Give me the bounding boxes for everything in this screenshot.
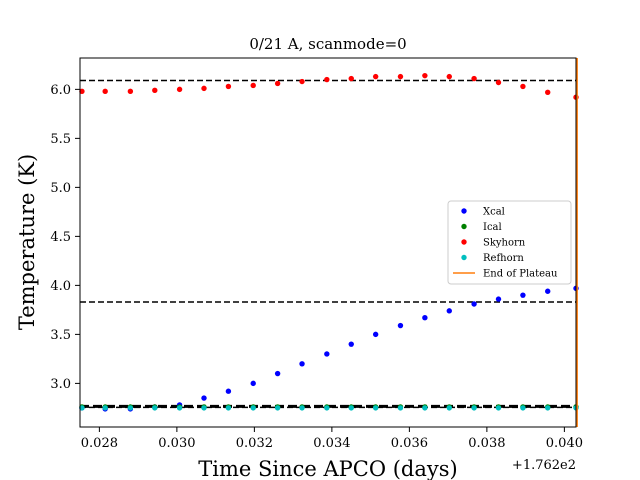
point-skyhorn-1 (102, 88, 108, 95)
x-tick-label-0: 0.028 (81, 436, 118, 451)
point-refhorn-1 (102, 405, 108, 411)
point-refhorn-4 (176, 405, 183, 411)
point-refhorn-7 (250, 405, 256, 411)
point-skyhorn-0 (79, 88, 85, 95)
point-skyhorn-13 (397, 73, 404, 80)
legend-label-skyhorn: Skyhorn (483, 238, 526, 249)
point-skyhorn-11 (348, 75, 354, 82)
point-refhorn-10 (324, 405, 330, 411)
point-refhorn-19 (545, 405, 551, 411)
point-xcal-14 (422, 315, 428, 321)
point-refhorn-5 (201, 405, 207, 411)
point-refhorn-17 (495, 405, 502, 411)
point-skyhorn-9 (299, 78, 305, 85)
legend-swatch-refhorn (461, 254, 467, 261)
point-xcal-16 (471, 301, 477, 307)
y-axis-ticks: 3.0 3.5 4.0 4.5 5.0 5.5 6.0 (50, 83, 80, 392)
data-points (79, 72, 579, 412)
legend-swatch-ical (461, 223, 467, 230)
x-axis-label: Time Since APCO (days) (198, 457, 457, 480)
legend-swatch-xcal (461, 208, 467, 214)
point-refhorn-13 (397, 405, 404, 411)
legend-box (447, 200, 572, 285)
point-skyhorn-15 (446, 73, 452, 80)
point-skyhorn-12 (372, 73, 379, 80)
y-axis-label: Temperature (K) (15, 154, 39, 330)
point-skyhorn-8 (274, 80, 281, 87)
legend: Xcal Ical Skyhorn Refhorn End of Plateau (447, 200, 572, 285)
legend-label-ical: Ical (483, 222, 502, 233)
x-tick-label-4: 0.036 (391, 436, 428, 451)
point-refhorn-9 (299, 405, 305, 411)
x-tick-label-6: 0.040 (546, 436, 583, 451)
point-xcal-12 (372, 331, 379, 338)
point-xcal-11 (348, 341, 354, 347)
point-skyhorn-2 (127, 88, 134, 95)
y-tick-label-4: 5.0 (50, 181, 71, 196)
point-refhorn-15 (446, 405, 452, 411)
x-tick-label-2: 0.032 (236, 436, 273, 451)
point-xcal-13 (397, 322, 404, 329)
plot-frame (79, 57, 577, 428)
point-refhorn-11 (348, 405, 354, 411)
point-refhorn-3 (152, 405, 158, 411)
y-tick-label-2: 4.0 (50, 279, 71, 294)
x-tick-label-3: 0.034 (313, 436, 350, 451)
point-refhorn-8 (274, 405, 281, 411)
x-axis-offset-label: +1.762e2 (512, 458, 576, 473)
point-skyhorn-16 (471, 75, 477, 82)
y-tick-label-6: 6.0 (50, 83, 71, 98)
point-skyhorn-3 (152, 87, 158, 94)
legend-swatch-skyhorn (461, 239, 467, 245)
point-xcal-17 (495, 296, 502, 302)
point-xcal-7 (250, 380, 256, 387)
point-refhorn-16 (471, 405, 477, 411)
y-tick-label-1: 3.5 (50, 328, 71, 343)
point-xcal-8 (274, 370, 281, 377)
legend-label-end-of-plateau: End of Plateau (483, 269, 558, 280)
point-refhorn-12 (372, 405, 379, 411)
y-tick-label-3: 4.5 (50, 230, 71, 245)
y-tick-label-0: 3.0 (50, 377, 71, 392)
point-skyhorn-5 (201, 85, 207, 92)
point-xcal-18 (520, 292, 526, 298)
chart-title: 0/21 A, scanmode=0 (249, 35, 406, 53)
point-refhorn-0 (79, 405, 85, 411)
point-xcal-5 (201, 395, 207, 401)
point-skyhorn-6 (225, 83, 232, 90)
y-tick-label-5: 5.5 (50, 132, 71, 147)
point-refhorn-14 (422, 405, 428, 411)
point-refhorn-2 (127, 405, 134, 411)
point-skyhorn-14 (422, 72, 428, 79)
legend-label-xcal: Xcal (483, 207, 505, 218)
point-skyhorn-19 (545, 89, 551, 96)
x-tick-label-1: 0.030 (158, 436, 195, 451)
point-skyhorn-7 (250, 82, 256, 89)
point-xcal-10 (324, 351, 330, 357)
x-tick-label-5: 0.038 (468, 436, 505, 451)
point-xcal-6 (225, 388, 232, 394)
point-refhorn-18 (520, 405, 526, 411)
point-skyhorn-10 (324, 76, 330, 83)
legend-label-refhorn: Refhorn (483, 253, 524, 264)
point-xcal-9 (299, 361, 305, 367)
point-skyhorn-4 (176, 86, 183, 93)
x-axis-ticks: 0.028 0.030 0.032 0.034 0.036 0.038 0.040 (81, 427, 583, 451)
point-skyhorn-18 (520, 83, 526, 90)
point-skyhorn-17 (495, 79, 502, 86)
point-xcal-19 (545, 288, 551, 294)
point-refhorn-6 (225, 405, 232, 411)
point-xcal-15 (446, 308, 452, 314)
